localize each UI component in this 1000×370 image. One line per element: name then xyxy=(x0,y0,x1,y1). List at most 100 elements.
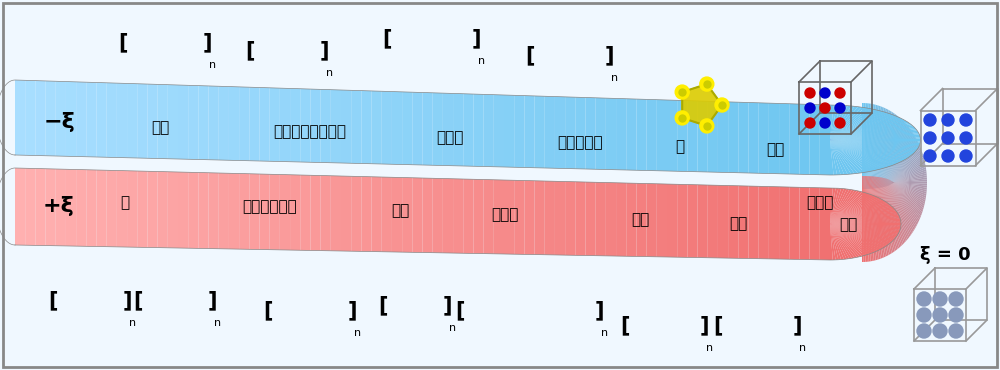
Polygon shape xyxy=(878,115,898,188)
Circle shape xyxy=(700,77,714,91)
Polygon shape xyxy=(290,88,300,162)
Polygon shape xyxy=(891,181,926,198)
Polygon shape xyxy=(830,195,874,224)
Polygon shape xyxy=(830,140,907,159)
Polygon shape xyxy=(524,181,535,255)
Polygon shape xyxy=(830,107,861,140)
Polygon shape xyxy=(830,224,892,243)
Polygon shape xyxy=(300,175,310,250)
Polygon shape xyxy=(402,178,412,252)
Polygon shape xyxy=(830,116,899,140)
Polygon shape xyxy=(830,224,860,257)
Polygon shape xyxy=(871,106,882,189)
Polygon shape xyxy=(820,105,830,175)
Polygon shape xyxy=(280,175,290,250)
Circle shape xyxy=(820,118,830,128)
Polygon shape xyxy=(66,169,76,246)
Polygon shape xyxy=(657,100,667,171)
Polygon shape xyxy=(759,103,769,174)
Polygon shape xyxy=(830,224,901,228)
Polygon shape xyxy=(830,140,883,169)
Polygon shape xyxy=(830,140,889,168)
Polygon shape xyxy=(433,178,443,253)
Polygon shape xyxy=(188,172,198,248)
Polygon shape xyxy=(728,185,738,258)
Polygon shape xyxy=(874,176,889,256)
Polygon shape xyxy=(830,224,897,238)
Polygon shape xyxy=(830,224,880,250)
Polygon shape xyxy=(871,107,884,189)
Polygon shape xyxy=(137,84,147,158)
Polygon shape xyxy=(25,168,35,245)
Polygon shape xyxy=(331,176,341,251)
Polygon shape xyxy=(891,161,925,184)
Text: 고무: 고무 xyxy=(631,212,649,228)
Text: ]: ] xyxy=(700,315,710,335)
Circle shape xyxy=(835,103,845,113)
Polygon shape xyxy=(830,140,914,155)
Circle shape xyxy=(933,324,947,338)
Polygon shape xyxy=(830,140,886,168)
Circle shape xyxy=(960,132,972,144)
Polygon shape xyxy=(830,188,844,224)
Polygon shape xyxy=(830,202,887,224)
Polygon shape xyxy=(878,177,899,249)
Polygon shape xyxy=(830,122,909,140)
Circle shape xyxy=(715,98,729,112)
Polygon shape xyxy=(830,199,884,224)
Circle shape xyxy=(933,292,947,306)
Text: n: n xyxy=(706,343,713,353)
Polygon shape xyxy=(830,140,919,147)
Polygon shape xyxy=(888,145,920,185)
Polygon shape xyxy=(830,224,900,231)
Polygon shape xyxy=(888,179,920,220)
Polygon shape xyxy=(351,90,361,164)
Polygon shape xyxy=(830,224,886,248)
Polygon shape xyxy=(830,218,901,224)
Circle shape xyxy=(960,114,972,126)
Polygon shape xyxy=(86,170,97,246)
Polygon shape xyxy=(892,182,927,192)
Polygon shape xyxy=(830,192,865,224)
Polygon shape xyxy=(718,101,728,172)
Polygon shape xyxy=(759,186,769,259)
Polygon shape xyxy=(830,140,920,143)
Polygon shape xyxy=(876,177,893,253)
Polygon shape xyxy=(565,182,575,255)
Polygon shape xyxy=(830,224,898,236)
Polygon shape xyxy=(882,124,907,187)
Polygon shape xyxy=(310,175,321,250)
Text: [: [ xyxy=(383,28,392,48)
Polygon shape xyxy=(270,174,280,250)
Polygon shape xyxy=(830,140,915,154)
Polygon shape xyxy=(874,176,890,255)
Polygon shape xyxy=(830,204,891,224)
Polygon shape xyxy=(830,224,852,259)
Polygon shape xyxy=(864,176,869,262)
Polygon shape xyxy=(830,113,891,140)
Polygon shape xyxy=(873,108,887,189)
Polygon shape xyxy=(830,224,900,232)
Polygon shape xyxy=(830,203,889,224)
Polygon shape xyxy=(830,214,899,224)
Circle shape xyxy=(942,132,954,144)
Polygon shape xyxy=(779,104,789,174)
Polygon shape xyxy=(830,199,882,224)
Polygon shape xyxy=(524,95,535,168)
Polygon shape xyxy=(884,128,911,187)
Text: n: n xyxy=(611,73,618,83)
Polygon shape xyxy=(830,210,897,224)
Polygon shape xyxy=(494,95,504,167)
Polygon shape xyxy=(830,140,920,141)
Polygon shape xyxy=(473,94,484,166)
Polygon shape xyxy=(66,81,76,157)
Polygon shape xyxy=(864,176,867,262)
Polygon shape xyxy=(830,194,872,224)
Polygon shape xyxy=(636,99,647,171)
Polygon shape xyxy=(890,180,923,210)
Polygon shape xyxy=(76,82,86,157)
Polygon shape xyxy=(830,110,880,140)
Polygon shape xyxy=(698,185,708,258)
Polygon shape xyxy=(392,91,402,165)
Polygon shape xyxy=(830,224,889,245)
